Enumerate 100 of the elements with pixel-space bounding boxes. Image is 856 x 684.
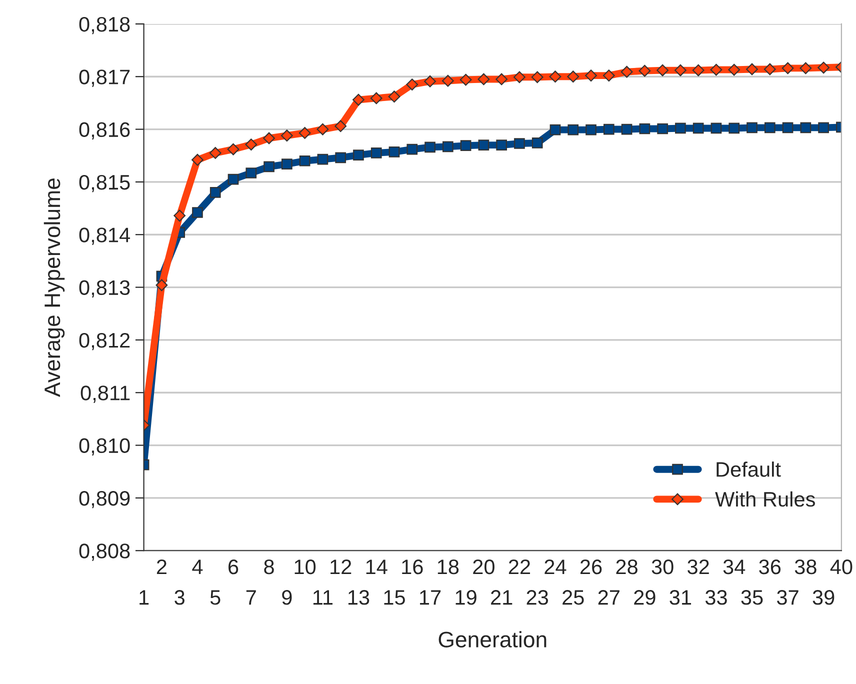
x-tick-label: 18 [438, 560, 459, 574]
x-tick-label: 37 [776, 590, 798, 605]
x-tick-label: 32 [688, 560, 709, 574]
point [656, 64, 669, 76]
x-tick-label: 15 [384, 590, 405, 605]
legend-label: With Rules [715, 491, 815, 507]
point [603, 124, 614, 135]
x-axis-title: Generation [438, 631, 546, 648]
point [692, 122, 704, 134]
legend-label: Default [716, 462, 781, 477]
x-tick-label: 2 [156, 560, 166, 574]
y-tick-label: 0,810 [79, 438, 130, 456]
point [496, 73, 508, 86]
point [370, 92, 382, 104]
point [370, 148, 382, 158]
point [174, 210, 186, 222]
point [638, 64, 651, 77]
x-tick-label: 13 [348, 590, 370, 605]
x-tick-label: 36 [759, 560, 781, 574]
point [282, 158, 292, 170]
point [334, 120, 347, 132]
x-tick-label: 30 [652, 560, 674, 574]
x-tick-label: 10 [294, 560, 316, 574]
point [514, 71, 526, 84]
point [406, 78, 418, 90]
point [639, 123, 650, 134]
point [532, 138, 543, 148]
point [675, 122, 686, 134]
x-tick-label: 5 [210, 590, 220, 605]
point [209, 147, 222, 159]
point [478, 73, 490, 86]
y-tick-label: 0,813 [79, 280, 130, 298]
point [335, 152, 346, 164]
point [586, 124, 596, 136]
x-tick-label: 26 [580, 560, 602, 574]
point [298, 127, 311, 139]
point [299, 155, 310, 166]
point [531, 71, 544, 84]
point [424, 142, 436, 153]
point [620, 66, 633, 78]
x-tick-label: 3 [174, 590, 184, 605]
x-tick-label: 4 [192, 560, 203, 574]
x-tick-label: 28 [616, 560, 638, 574]
point [192, 207, 203, 218]
point [585, 70, 597, 82]
x-tick-label: 8 [264, 560, 274, 574]
point [800, 62, 812, 74]
point [818, 62, 830, 74]
point [621, 124, 632, 135]
y-tick-label: 0,814 [79, 228, 130, 245]
y-tick-label: 0,808 [79, 544, 130, 561]
x-tick-label: 16 [402, 560, 423, 574]
point [460, 140, 472, 152]
x-tick-label: 7 [246, 590, 256, 605]
point [227, 143, 240, 156]
point [710, 64, 722, 76]
point [280, 130, 293, 142]
x-tick-label: 12 [330, 560, 352, 574]
x-tick-label: 22 [508, 560, 530, 574]
point [568, 124, 579, 136]
point [352, 94, 364, 106]
point [192, 154, 204, 166]
point [424, 75, 436, 88]
point [245, 138, 258, 151]
point [514, 138, 525, 149]
point [800, 122, 812, 134]
x-tick-label: 17 [420, 590, 441, 605]
point [782, 62, 794, 74]
y-tick-label: 0,812 [79, 332, 130, 350]
point [210, 187, 221, 198]
x-tick-label: 35 [741, 590, 763, 605]
point [602, 70, 615, 82]
point [549, 70, 562, 83]
point [316, 123, 329, 136]
point [478, 140, 490, 150]
x-tick-label: 29 [634, 590, 656, 605]
y-tick-label: 0,811 [80, 386, 130, 403]
x-tick-label: 25 [562, 590, 584, 605]
x-tick-label: 40 [830, 560, 852, 574]
point [317, 154, 328, 165]
point [782, 122, 794, 134]
x-tick-label: 27 [598, 590, 620, 605]
x-tick-label: 33 [705, 590, 727, 605]
x-tick-label: 14 [366, 560, 388, 574]
point [818, 122, 829, 134]
x-tick-label: 19 [456, 590, 476, 605]
point [657, 123, 668, 134]
x-tick-label: 21 [491, 590, 512, 605]
x-tick-label: 34 [723, 560, 746, 574]
x-tick-label: 31 [670, 590, 692, 605]
point [388, 146, 400, 158]
point [746, 122, 758, 134]
y-axis-title: Average Hypervolume [44, 178, 65, 397]
point [442, 74, 454, 87]
y-tick-label: 0,816 [79, 122, 130, 140]
x-tick-label: 6 [228, 560, 238, 574]
point [728, 64, 740, 76]
point [746, 63, 758, 76]
point [388, 90, 400, 103]
x-tick-label: 9 [282, 590, 292, 605]
